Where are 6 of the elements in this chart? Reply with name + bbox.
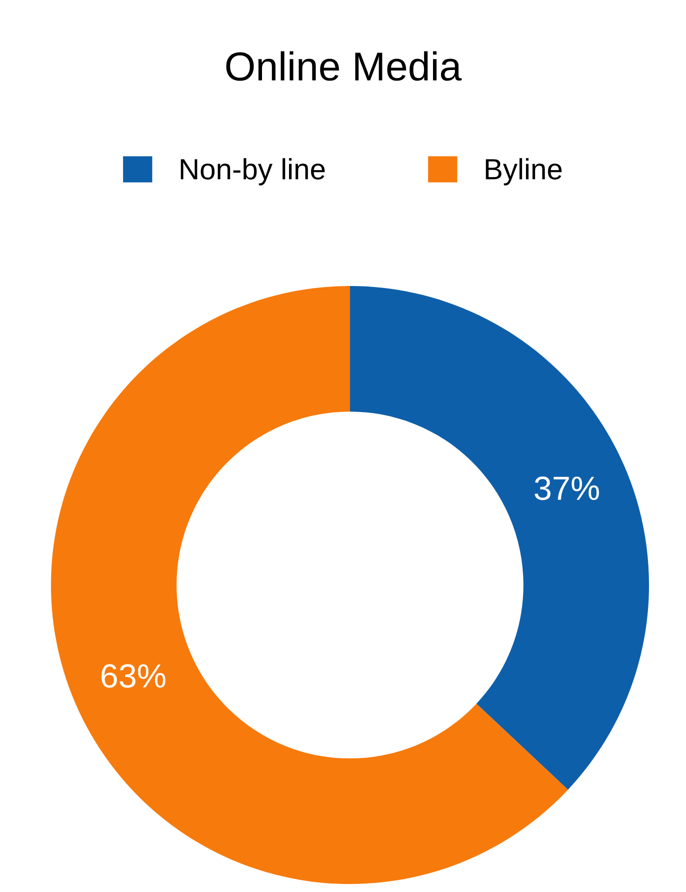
data-label: 63% (102, 664, 166, 688)
chart-title: Online Media (226, 51, 462, 81)
legend-label: Byline (486, 158, 562, 186)
legend-label: Non-by line (180, 158, 325, 186)
data-label: 37% (534, 476, 599, 500)
donut-slice (350, 286, 649, 790)
